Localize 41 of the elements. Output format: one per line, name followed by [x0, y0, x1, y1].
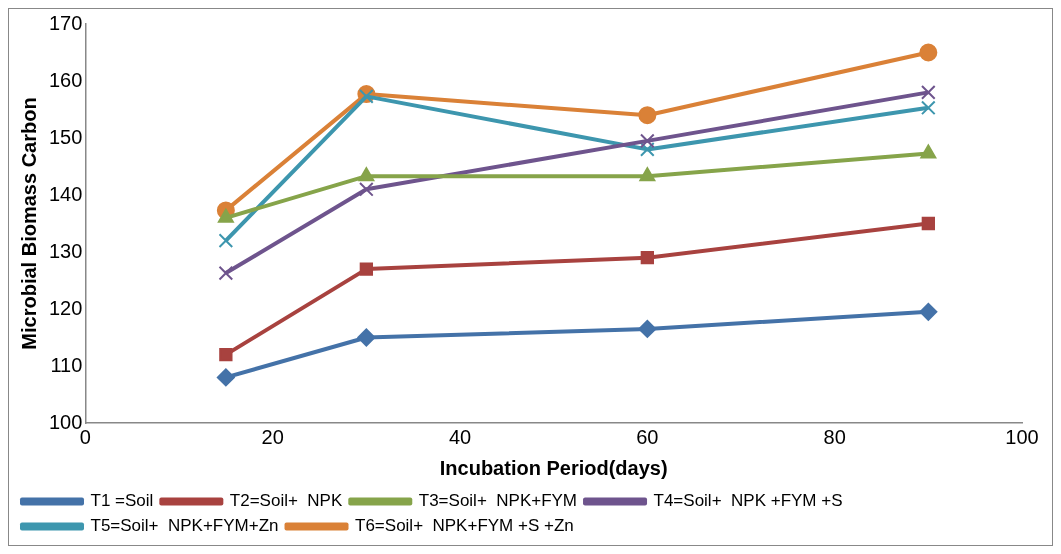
y-tick-label: 160 — [48, 68, 83, 91]
point — [639, 167, 656, 182]
point — [218, 233, 234, 248]
x-tick-label: 20 — [261, 425, 284, 448]
legend-label: T5=Soil+ NPK+FYM+Zn — [90, 516, 279, 536]
point — [216, 368, 235, 387]
y-tick-label: 120 — [48, 296, 83, 319]
point — [357, 328, 376, 347]
legend-label: T3=Soil+ NPK+FYM — [418, 491, 578, 511]
legend-label: T4=Soil+ NPK +FYM +S — [653, 491, 843, 511]
point — [219, 347, 233, 362]
point — [920, 144, 937, 159]
point — [358, 89, 374, 104]
point — [218, 265, 234, 281]
point — [358, 181, 374, 197]
y-tick-label: 110 — [50, 353, 83, 376]
x-tick-label: 40 — [448, 425, 472, 448]
point — [920, 100, 936, 116]
point — [919, 302, 938, 321]
x-tick-label: 80 — [823, 425, 846, 448]
point — [919, 43, 938, 62]
x-axis-title: Incubation Period(days) — [439, 456, 668, 479]
point — [358, 167, 375, 182]
point — [638, 106, 657, 125]
y-axis-title: Microbial Biomass Carbon — [17, 97, 40, 350]
y-tick-label: 140 — [48, 182, 83, 205]
point — [640, 251, 655, 265]
legend-label: T6=Soil+ NPK+FYM +S +Zn — [355, 516, 574, 536]
y-tick-label: 150 — [48, 125, 83, 148]
point — [921, 216, 935, 231]
point — [638, 319, 657, 338]
y-tick-label: 170 — [48, 11, 83, 34]
x-tick-label: 100 — [1005, 425, 1039, 448]
point — [920, 85, 936, 100]
x-tick-label: 60 — [636, 425, 659, 448]
legend-label: T2=Soil+ NPK — [229, 491, 343, 511]
point — [639, 133, 655, 149]
point — [359, 262, 374, 276]
legend-label: T1 =Soil — [90, 491, 154, 511]
y-tick-label: 130 — [48, 239, 83, 262]
point — [639, 142, 655, 157]
